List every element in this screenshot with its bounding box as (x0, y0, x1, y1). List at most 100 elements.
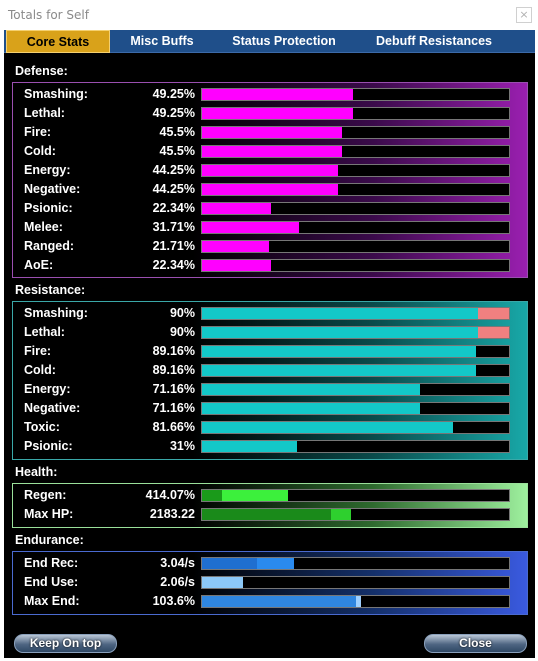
resistance-value: 71.16% (152, 401, 195, 415)
totals-window: Core Stats Misc Buffs Status Protection … (4, 30, 535, 658)
health-bar-base (202, 490, 222, 501)
defense-bar-marker (353, 108, 354, 119)
endurance-panel: End Rec: 3.04/s End Use: 2.06/s Max End: 103.… (12, 551, 528, 615)
endurance-label: End Rec: (24, 556, 79, 570)
tab-core-stats[interactable]: Core Stats (6, 30, 110, 53)
defense-value: 21.71% (152, 239, 195, 253)
resistance-row: Lethal: 90% (13, 323, 527, 342)
defense-bar-marker (338, 184, 339, 195)
defense-value: 44.25% (152, 182, 195, 196)
tab-debuff-resistances[interactable]: Debuff Resistances (375, 34, 492, 48)
defense-bar-fill (202, 184, 338, 195)
resistance-value: 90% (169, 306, 195, 320)
resistance-bar (201, 364, 510, 377)
resistance-bar-fill (202, 441, 297, 452)
defense-bar-marker (271, 203, 272, 214)
resistance-row: Negative: 71.16% (13, 399, 527, 418)
resistance-panel: Smashing: 90% Lethal: 90% Fire: 89.16% Cold: 89… (12, 301, 528, 460)
resistance-row: Toxic: 81.66% (13, 418, 527, 437)
resistance-bar (201, 307, 510, 320)
keep-on-top-button[interactable]: Keep On top (14, 634, 117, 653)
defense-label: Energy: (24, 163, 71, 177)
defense-value: 31.71% (152, 220, 195, 234)
tab-bar: Core Stats Misc Buffs Status Protection … (4, 30, 535, 53)
defense-value: 22.34% (152, 258, 195, 272)
defense-label: Psionic: (24, 201, 73, 215)
resistance-bar (201, 402, 510, 415)
health-title: Health: (15, 465, 58, 479)
defense-row: Cold: 45.5% (13, 142, 527, 161)
endurance-bar-base (202, 558, 257, 569)
resistance-row: Energy: 71.16% (13, 380, 527, 399)
resistance-label: Smashing: (24, 306, 88, 320)
endurance-value: 3.04/s (160, 556, 195, 570)
defense-value: 44.25% (152, 163, 195, 177)
resistance-bar (201, 345, 510, 358)
resistance-bar-overcap (478, 308, 509, 319)
health-row: Max HP: 2183.22 (13, 505, 527, 524)
close-button[interactable]: Close (424, 634, 527, 653)
endurance-row: Max End: 103.6% (13, 592, 527, 611)
resistance-bar-marker (420, 384, 421, 395)
resistance-label: Toxic: (24, 420, 60, 434)
defense-bar (201, 183, 510, 196)
health-label: Max HP: (24, 507, 74, 521)
title-bar: Totals for Self × (0, 0, 538, 30)
defense-label: AoE: (24, 258, 54, 272)
resistance-title: Resistance: (15, 283, 86, 297)
defense-value: 49.25% (152, 106, 195, 120)
resistance-bar (201, 326, 510, 339)
endurance-bar-base (202, 596, 356, 607)
resistance-bar-marker (476, 365, 477, 376)
resistance-label: Lethal: (24, 325, 65, 339)
resistance-bar-fill (202, 308, 478, 319)
endurance-bar (201, 576, 510, 589)
resistance-value: 90% (169, 325, 195, 339)
resistance-bar-marker (453, 422, 454, 433)
endurance-row: End Rec: 3.04/s (13, 554, 527, 573)
close-icon[interactable]: × (516, 7, 532, 23)
resistance-value: 71.16% (152, 382, 195, 396)
resistance-bar-fill (202, 384, 420, 395)
endurance-row: End Use: 2.06/s (13, 573, 527, 592)
resistance-bar (201, 440, 510, 453)
defense-row: Smashing: 49.25% (13, 85, 527, 104)
resistance-row: Smashing: 90% (13, 304, 527, 323)
resistance-bar (201, 421, 510, 434)
resistance-row: Fire: 89.16% (13, 342, 527, 361)
defense-label: Cold: (24, 144, 56, 158)
defense-row: Fire: 45.5% (13, 123, 527, 142)
defense-bar (201, 202, 510, 215)
defense-row: AoE: 22.34% (13, 256, 527, 275)
health-panel: Regen: 414.07% Max HP: 2183.22 (12, 483, 528, 528)
resistance-value: 31% (169, 439, 195, 453)
resistance-bar-overcap (478, 327, 509, 338)
defense-bar (201, 126, 510, 139)
resistance-bar-fill (202, 327, 478, 338)
defense-label: Melee: (24, 220, 63, 234)
defense-bar (201, 107, 510, 120)
defense-bar-fill (202, 108, 353, 119)
defense-bar-marker (269, 241, 270, 252)
defense-bar-fill (202, 203, 271, 214)
defense-value: 49.25% (152, 87, 195, 101)
defense-bar (201, 221, 510, 234)
endurance-bar-fill (257, 558, 294, 569)
window-title: Totals for Self (8, 8, 89, 22)
defense-value: 45.5% (159, 144, 195, 158)
defense-row: Lethal: 49.25% (13, 104, 527, 123)
defense-row: Melee: 31.71% (13, 218, 527, 237)
resistance-bar-marker (476, 346, 477, 357)
defense-bar-fill (202, 89, 353, 100)
tab-misc-buffs[interactable]: Misc Buffs (130, 34, 194, 48)
endurance-value: 2.06/s (160, 575, 195, 589)
defense-row: Negative: 44.25% (13, 180, 527, 199)
endurance-bar-fill (202, 577, 243, 588)
tab-status-protection[interactable]: Status Protection (232, 34, 336, 48)
defense-bar (201, 259, 510, 272)
resistance-bar (201, 383, 510, 396)
defense-bar (201, 164, 510, 177)
endurance-bar-fill (356, 596, 361, 607)
endurance-title: Endurance: (15, 533, 84, 547)
defense-bar-fill (202, 127, 342, 138)
